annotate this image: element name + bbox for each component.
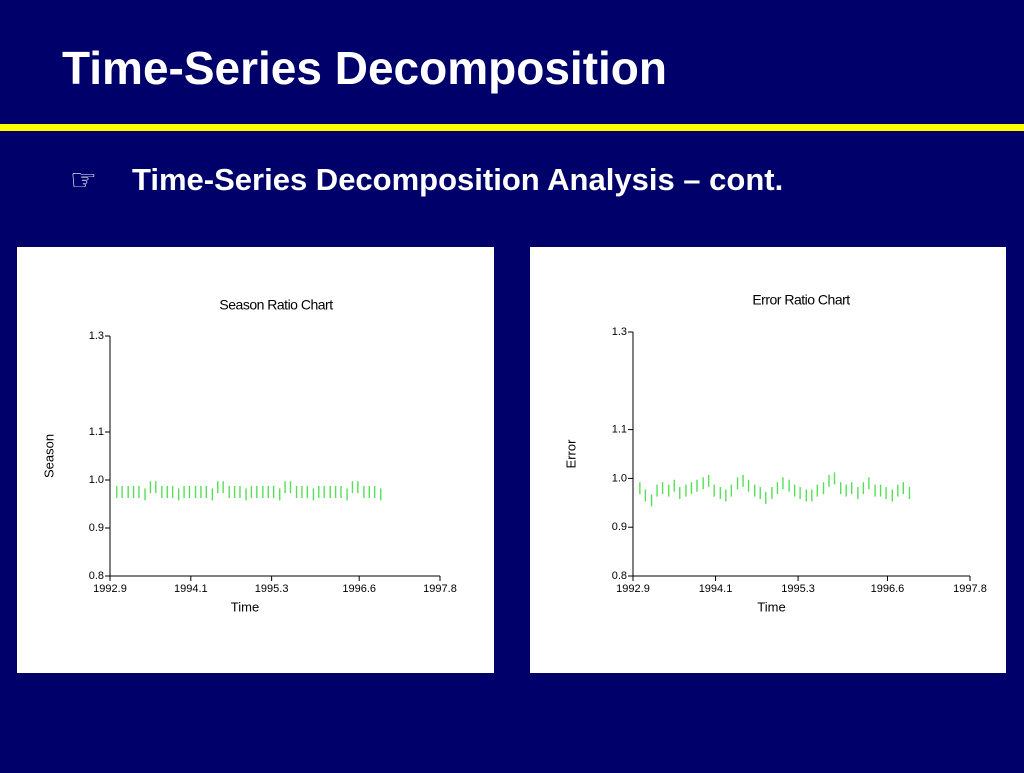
y-tick-label: 1.0 (612, 472, 627, 484)
divider (0, 124, 1024, 131)
x-tick-label: 1992.9 (93, 583, 127, 595)
x-tick-label: 1992.9 (616, 583, 650, 595)
chart-title: Season Ratio Chart (219, 297, 333, 313)
y-tick-label: 0.9 (612, 521, 627, 533)
chart-panel (17, 247, 494, 673)
x-tick-label: 1996.6 (871, 583, 905, 595)
x-tick-label: 1997.8 (423, 583, 457, 595)
x-tick-label: 1997.8 (953, 583, 987, 595)
x-axis-label: Time (231, 599, 259, 614)
y-tick-label: 0.8 (89, 570, 104, 582)
bullet-icon: ☞ (70, 164, 97, 197)
y-tick-label: 1.1 (612, 424, 627, 436)
x-tick-label: 1996.6 (342, 583, 376, 595)
y-tick-label: 1.0 (89, 474, 104, 486)
x-tick-label: 1995.3 (255, 583, 289, 595)
x-tick-label: 1994.1 (699, 583, 733, 595)
x-axis-label: Time (757, 599, 785, 614)
y-tick-label: 1.3 (612, 326, 627, 338)
y-tick-label: 1.3 (89, 330, 104, 342)
slide-title: Time-Series Decomposition (62, 42, 667, 94)
chart-panel (530, 247, 1006, 673)
bullet-text: Time-Series Decomposition Analysis – con… (132, 162, 783, 197)
x-tick-label: 1994.1 (174, 583, 208, 595)
y-axis-label: Season (41, 434, 56, 478)
y-axis-label: Error (563, 439, 578, 469)
chart-title: Error Ratio Chart (752, 292, 850, 308)
y-tick-label: 0.8 (612, 570, 627, 582)
x-tick-label: 1995.3 (781, 583, 815, 595)
y-tick-label: 0.9 (89, 522, 104, 534)
y-tick-label: 1.1 (89, 426, 104, 438)
